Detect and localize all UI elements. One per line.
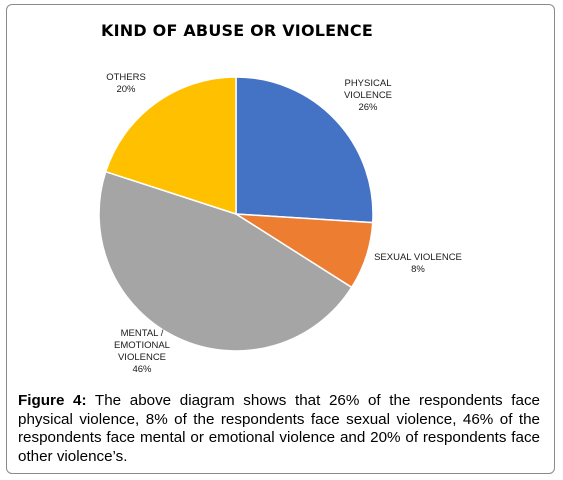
slice-label-physical-violence: PHYSICAL VIOLENCE 26% — [344, 78, 392, 114]
slice-value-label: 46% — [132, 364, 152, 375]
slice-label-line: VIOLENCE — [117, 352, 167, 363]
slice-label-line: MENTAL / — [120, 328, 164, 339]
pie-slice-physical-violence — [235, 76, 374, 224]
figure-caption: Figure 4: The above diagram shows that 2… — [18, 392, 540, 466]
slice-label-sexual-violence: SEXUAL VIOLENCE 8% — [374, 252, 462, 276]
caption-text: The above diagram shows that 26% of the … — [18, 392, 540, 465]
slice-value-label: 20% — [116, 84, 136, 95]
slice-label-line: OTHERS — [106, 72, 146, 83]
slice-label-line: EMOTIONAL — [114, 340, 170, 351]
slice-label-others: OTHERS 20% — [106, 72, 146, 96]
slice-label-mental-emotional-violence: MENTAL / EMOTIONAL VIOLENCE 46% — [114, 328, 170, 376]
slice-value-label: 26% — [358, 102, 378, 113]
figure-label: Figure 4: — [18, 392, 87, 409]
chart-title: KIND OF ABUSE OR VIOLENCE — [101, 21, 373, 40]
slice-label-line: SEXUAL VIOLENCE — [374, 252, 462, 263]
slice-label-line: VIOLENCE — [343, 90, 393, 101]
slice-label-line: PHYSICAL — [344, 78, 392, 89]
pie-slice-others — [104, 76, 237, 216]
slice-value-label: 8% — [411, 264, 425, 275]
pie-slice-mental-emotional-violence — [98, 170, 353, 352]
